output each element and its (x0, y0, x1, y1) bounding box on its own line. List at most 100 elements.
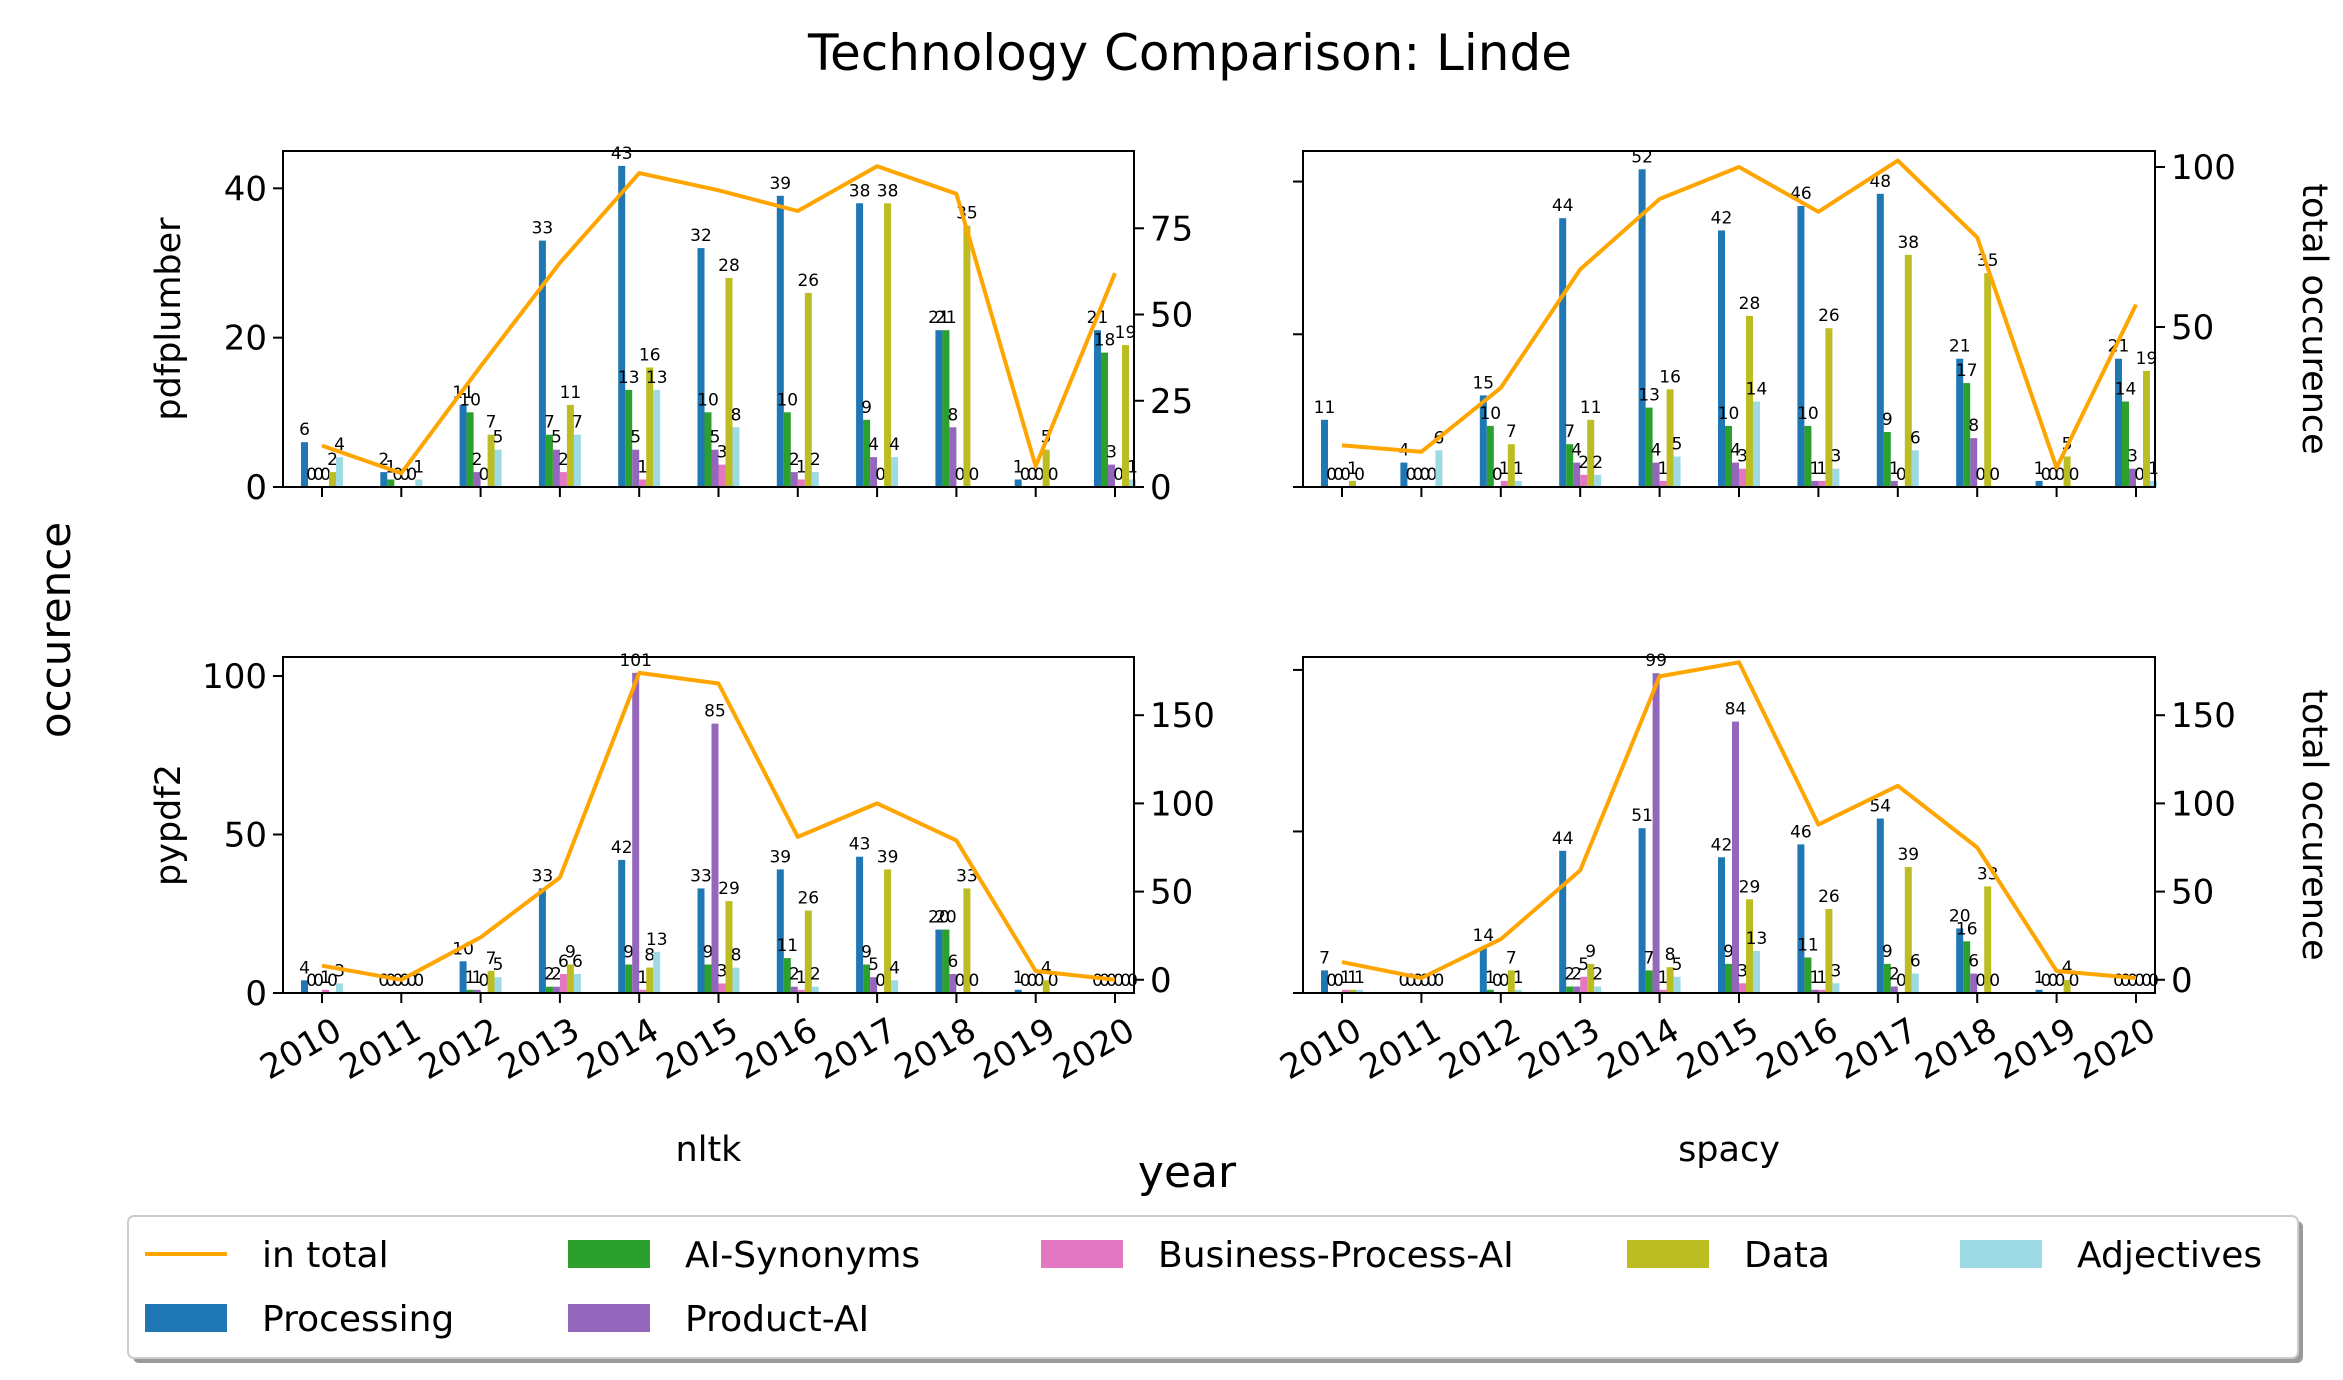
data-label: 1 (1127, 458, 1138, 478)
data-label: 7 (1644, 948, 1655, 968)
data-label: 0 (875, 971, 886, 991)
bar (1638, 169, 1646, 488)
data-label: 1 (1889, 459, 1900, 479)
y-tick-label: 40 (224, 169, 267, 209)
data-label: 2 (789, 450, 800, 470)
bar (639, 989, 647, 993)
data-label: 0 (1113, 465, 1124, 485)
bar (697, 888, 705, 993)
bar (639, 479, 647, 487)
bar (301, 442, 308, 487)
data-label: 4 (889, 435, 900, 455)
bar (1732, 462, 1739, 487)
data-label: 26 (797, 271, 819, 291)
data-label: 0 (327, 971, 338, 991)
data-label: 0 (2134, 465, 2145, 485)
data-label: 44 (1552, 196, 1574, 216)
bar (856, 203, 864, 488)
bar (1970, 973, 1978, 993)
bar (2150, 480, 2157, 487)
data-label: 4 (299, 958, 310, 978)
bar (2063, 980, 2071, 993)
bar (301, 980, 308, 993)
data-label: 20 (1949, 906, 1971, 926)
bar (415, 479, 423, 487)
data-label: 2 (1564, 965, 1575, 985)
legend-label: Data (1744, 1235, 1830, 1276)
bar (1108, 464, 1115, 487)
bar (1797, 206, 1805, 487)
data-label: 46 (1790, 822, 1812, 842)
bar (891, 457, 899, 487)
bar (380, 472, 388, 487)
data-label: 1 (1816, 459, 1827, 479)
bar (552, 449, 560, 487)
data-label: 2 (1592, 453, 1603, 473)
data-label: 99 (1645, 651, 1667, 671)
data-label: 1 (2034, 968, 2045, 988)
bar (704, 964, 712, 993)
legend-entry: in total (145, 1235, 389, 1276)
bar (1739, 468, 1746, 487)
bar (783, 958, 791, 993)
data-label: 2 (1571, 965, 1582, 985)
legend-box (127, 1215, 2299, 1359)
legend-entry: AI-Synonyms (568, 1235, 920, 1276)
data-label: 1 (472, 968, 483, 988)
bar (884, 869, 892, 993)
total-line (321, 670, 1116, 982)
plot-frame (1302, 656, 2156, 994)
data-label: 0 (2048, 971, 2059, 991)
bar (1014, 989, 1022, 993)
bar (884, 203, 892, 488)
data-label: 0 (2113, 971, 2124, 991)
data-label: 7 (544, 413, 555, 433)
data-label: 0 (2069, 971, 2080, 991)
figure-ylabel: occurence (31, 522, 80, 738)
bar (538, 240, 546, 487)
data-label: 7 (1506, 422, 1517, 442)
data-label: 0 (1034, 971, 1045, 991)
data-label: 42 (1711, 835, 1733, 855)
data-label: 15 (1472, 373, 1494, 393)
bar (2129, 468, 2136, 487)
data-label: 1 (465, 968, 476, 988)
data-label: 0 (1426, 465, 1437, 485)
data-label: 1 (1499, 459, 1510, 479)
data-label: 0 (1412, 465, 1423, 485)
data-label: 0 (1020, 465, 1031, 485)
data-label: 84 (1725, 700, 1747, 720)
bar (1014, 479, 1022, 487)
data-label: 21 (935, 308, 957, 328)
data-label: 0 (1426, 971, 1437, 991)
bar (1739, 983, 1746, 993)
bar (811, 986, 819, 993)
data-label: 1 (1658, 968, 1669, 988)
data-label: 3 (1830, 447, 1841, 467)
bar (1486, 989, 1494, 993)
bar (1883, 963, 1891, 993)
data-label: 7 (1319, 948, 1330, 968)
data-label: 5 (710, 428, 721, 448)
data-label: 0 (1034, 465, 1045, 485)
bar (1559, 218, 1567, 487)
bar (1984, 273, 1992, 487)
data-label: 1 (1809, 968, 1820, 988)
bar (1832, 983, 1840, 993)
bar (797, 989, 805, 993)
data-label: 4 (2062, 958, 2073, 978)
data-label: 0 (392, 465, 403, 485)
data-label: 3 (334, 962, 345, 982)
bar (473, 989, 481, 993)
y2-tick-label: 100 (2171, 784, 2236, 824)
bar (1500, 480, 1508, 487)
bar (1718, 230, 1725, 487)
data-label: 43 (849, 835, 871, 855)
data-label: 0 (1405, 971, 1416, 991)
data-label: 4 (1651, 441, 1662, 461)
bar (732, 967, 740, 993)
data-label: 2 (1578, 453, 1589, 473)
bar (1400, 462, 1408, 487)
bar (1129, 479, 1136, 487)
